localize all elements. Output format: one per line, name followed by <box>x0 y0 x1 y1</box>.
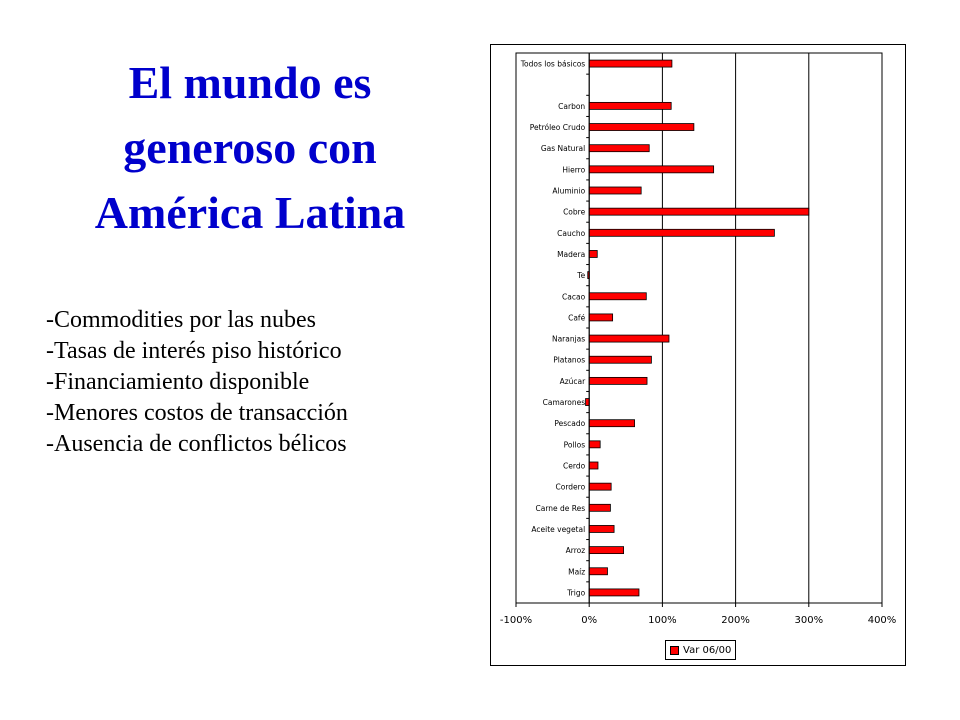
bar <box>588 186 642 195</box>
bar <box>588 461 599 470</box>
category-label: Camarones <box>543 398 586 407</box>
bullet-item: -Tasas de interés piso histórico <box>46 338 342 364</box>
x-tick-label: 0% <box>581 615 597 626</box>
x-tick-label: 200% <box>721 615 750 626</box>
category-label: Hierro <box>562 165 585 174</box>
bar <box>588 355 652 364</box>
category-label: Naranjas <box>552 335 585 344</box>
category-label: Pescado <box>554 419 585 428</box>
category-label: Maíz <box>568 567 585 576</box>
chart-container: -100% 0% 100% 200% 300% 400% Todos los básicos… <box>490 44 906 666</box>
category-label: Te <box>576 271 585 280</box>
title-line: generoso con <box>123 122 377 173</box>
category-label: Cordero <box>556 483 586 492</box>
category-label: Pollos <box>564 440 586 449</box>
category-label: Aluminio <box>552 187 585 196</box>
category-label: Arroz <box>566 546 586 555</box>
category-label: Gas Natural <box>541 144 585 153</box>
bar <box>588 123 695 131</box>
category-label: Azúcar <box>560 377 587 386</box>
plot-area <box>515 52 883 604</box>
bar <box>588 525 615 533</box>
bar <box>588 207 810 216</box>
category-label: Platanos <box>553 356 585 365</box>
bar <box>588 376 648 385</box>
bar <box>588 567 608 576</box>
bar <box>588 419 635 428</box>
x-tick-label: 400% <box>868 615 897 626</box>
category-label: Cacao <box>562 292 586 301</box>
bar <box>588 334 670 343</box>
slide-title: El mundo es generoso con América Latina <box>40 50 460 245</box>
category-label: Aceite vegetal <box>531 525 585 534</box>
title-line: América Latina <box>94 187 406 238</box>
bar <box>588 546 625 555</box>
bullet-item: -Commodities por las nubes <box>46 307 316 333</box>
bar <box>588 503 611 512</box>
bar <box>588 482 612 491</box>
bar <box>588 101 672 110</box>
category-label: Carne de Res <box>535 504 585 513</box>
title-line: El mundo es <box>128 57 372 108</box>
category-label: Petróleo Crudo <box>530 123 586 132</box>
bar <box>588 59 673 68</box>
category-label: Madera <box>557 250 585 259</box>
bar <box>588 440 601 449</box>
category-label: Cobre <box>563 208 586 217</box>
category-label: Trigo <box>566 588 585 597</box>
bar <box>588 144 650 153</box>
bullet-item: -Menores costos de transacción <box>46 400 348 426</box>
x-tick-label: 100% <box>648 615 677 626</box>
bar <box>588 165 715 174</box>
bar <box>588 292 647 301</box>
bullet-list: -Commodities por las nubes -Tasas de int… <box>46 305 466 460</box>
chart-legend: Var 06/00 <box>665 640 737 660</box>
legend-label: Var 06/00 <box>683 644 732 656</box>
bar <box>588 250 598 258</box>
category-label: Cerdo <box>563 462 586 471</box>
bullet-item: -Financiamiento disponible <box>46 369 310 395</box>
x-tick-label: 300% <box>795 615 824 626</box>
category-label: Caucho <box>557 229 585 238</box>
bar <box>588 313 614 322</box>
category-label: Café <box>568 313 585 322</box>
category-label: Todos los básicos <box>520 60 586 69</box>
legend-swatch <box>670 645 679 655</box>
category-label: Carbon <box>558 102 585 111</box>
bar-chart: -100% 0% 100% 200% 300% 400% Todos los básicos… <box>500 52 897 626</box>
bar <box>585 398 590 406</box>
bar <box>588 588 640 597</box>
bar <box>588 228 775 237</box>
x-tick-label: -100% <box>500 615 532 626</box>
bullet-item: -Ausencia de conflictos bélicos <box>46 431 347 457</box>
